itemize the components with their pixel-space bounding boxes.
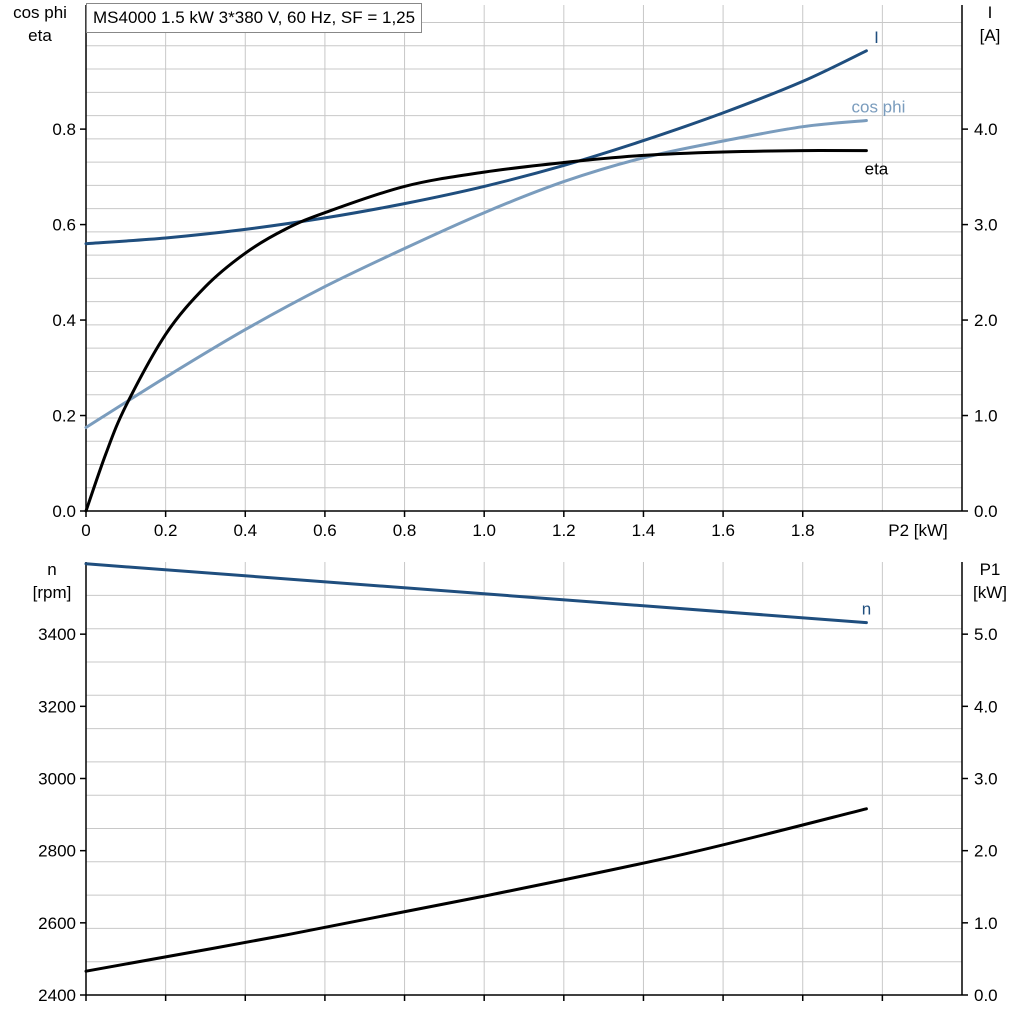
series-label-eta: eta <box>865 160 889 179</box>
left-tick-label: 0.8 <box>52 120 76 139</box>
x-tick-label: 0.6 <box>313 521 337 540</box>
left-tick-label: 2400 <box>38 986 76 1005</box>
top-plot: 0.0 0.2 0.4 0.6 0.8 0.0 1.0 2.0 3.0 4.0 0 0.2 0.4 0.6… <box>13 3 1000 540</box>
series-line-cos-phi <box>84 119 868 429</box>
series-label-n: n <box>862 600 871 619</box>
left-tick-label: 3000 <box>38 770 76 789</box>
right-tick-label: 0.0 <box>974 986 998 1005</box>
left-tick-label: 0.0 <box>52 502 76 521</box>
series-label-cos-phi: cos phi <box>851 98 905 117</box>
x-tick-label: 0.4 <box>233 521 257 540</box>
left-axis-title: cos phi <box>13 3 67 22</box>
right-tick-label: 3.0 <box>974 216 998 235</box>
bottom-plot: 2400 2600 2800 3000 3200 3400 0.0 1.0 2.0 3.0 4.0 5… <box>33 560 1007 1005</box>
left-tick-label: 3400 <box>38 625 76 644</box>
series-line-eta <box>84 149 868 513</box>
right-tick-label: 4.0 <box>974 120 998 139</box>
right-axis-title: P1 <box>980 560 1001 579</box>
series-line-n <box>84 562 868 625</box>
series-line-i <box>84 49 868 246</box>
left-tick-label: 3200 <box>38 697 76 716</box>
x-axis-title: P2 [kW] <box>888 521 948 540</box>
left-tick-label: 0.2 <box>52 407 76 426</box>
series-line-p1 <box>84 807 868 973</box>
right-tick-label: 1.0 <box>974 407 998 426</box>
right-tick-label: 0.0 <box>974 502 998 521</box>
right-tick-label: 4.0 <box>974 697 998 716</box>
right-tick-label: 2.0 <box>974 842 998 861</box>
x-tick-label: 0 <box>81 521 90 540</box>
left-axis-unit: [rpm] <box>33 583 72 602</box>
left-tick-label: 0.4 <box>52 311 76 330</box>
x-tick-label: 0.2 <box>154 521 178 540</box>
x-tick-label: 1.8 <box>791 521 815 540</box>
right-tick-label: 5.0 <box>974 625 998 644</box>
left-tick-label: 2600 <box>38 914 76 933</box>
chart-title: MS4000 1.5 kW 3*380 V, 60 Hz, SF = 1,25 <box>86 3 423 33</box>
right-axis-title: I <box>988 3 993 22</box>
series-label-i: I <box>874 28 879 47</box>
right-tick-label: 3.0 <box>974 770 998 789</box>
left-tick-label: 2800 <box>38 842 76 861</box>
x-tick-label: 1.0 <box>472 521 496 540</box>
x-tick-label: 0.8 <box>393 521 417 540</box>
left-axis-title: n <box>47 560 56 579</box>
left-axis-unit: eta <box>28 26 52 45</box>
right-tick-label: 2.0 <box>974 311 998 330</box>
x-tick-label: 1.4 <box>632 521 656 540</box>
left-tick-label: 0.6 <box>52 216 76 235</box>
right-tick-label: 1.0 <box>974 914 998 933</box>
x-tick-label: 1.2 <box>552 521 576 540</box>
x-tick-label: 1.6 <box>711 521 735 540</box>
right-axis-unit: [kW] <box>973 583 1007 602</box>
right-axis-unit: [A] <box>980 26 1001 45</box>
